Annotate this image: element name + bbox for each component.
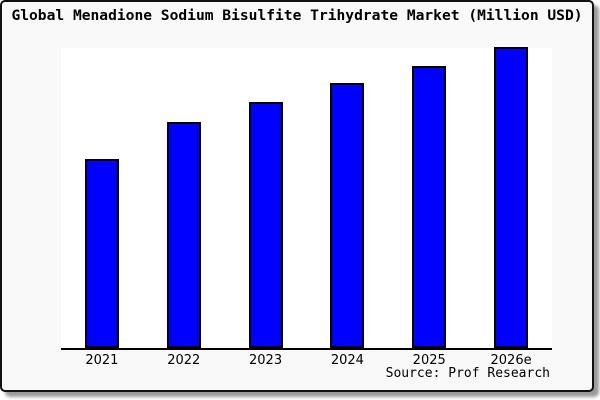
x-tick-label-2021: 2021 xyxy=(85,353,119,368)
bar-slot xyxy=(388,48,470,348)
source-note: Source: Prof Research xyxy=(385,366,550,381)
x-tick-label-2024: 2024 xyxy=(330,353,364,368)
bar-slot xyxy=(306,48,388,348)
bar-2022 xyxy=(166,122,201,348)
bar-slot xyxy=(470,47,552,348)
bar-2023 xyxy=(248,102,283,348)
x-tick-label-2022: 2022 xyxy=(167,353,201,368)
chart-card: Global Menadione Sodium Bisulfite Trihyd… xyxy=(0,0,594,392)
chart-title: Global Menadione Sodium Bisulfite Trihyd… xyxy=(11,7,583,24)
x-tick-label-2026e: 2026e xyxy=(490,353,532,368)
bar-2021 xyxy=(84,159,119,348)
bar-slot xyxy=(225,48,307,348)
bar-2025 xyxy=(412,66,447,348)
x-axis-labels: 2021 2022 2023 2024 2025 2026e xyxy=(61,353,552,368)
plot-area xyxy=(61,47,552,350)
bar-slot xyxy=(143,48,225,348)
bar-2026e xyxy=(494,47,529,348)
x-tick-label-2023: 2023 xyxy=(249,353,283,368)
x-tick-label-2025: 2025 xyxy=(412,353,446,368)
bar-slot xyxy=(61,48,143,348)
bar-2024 xyxy=(330,83,365,348)
